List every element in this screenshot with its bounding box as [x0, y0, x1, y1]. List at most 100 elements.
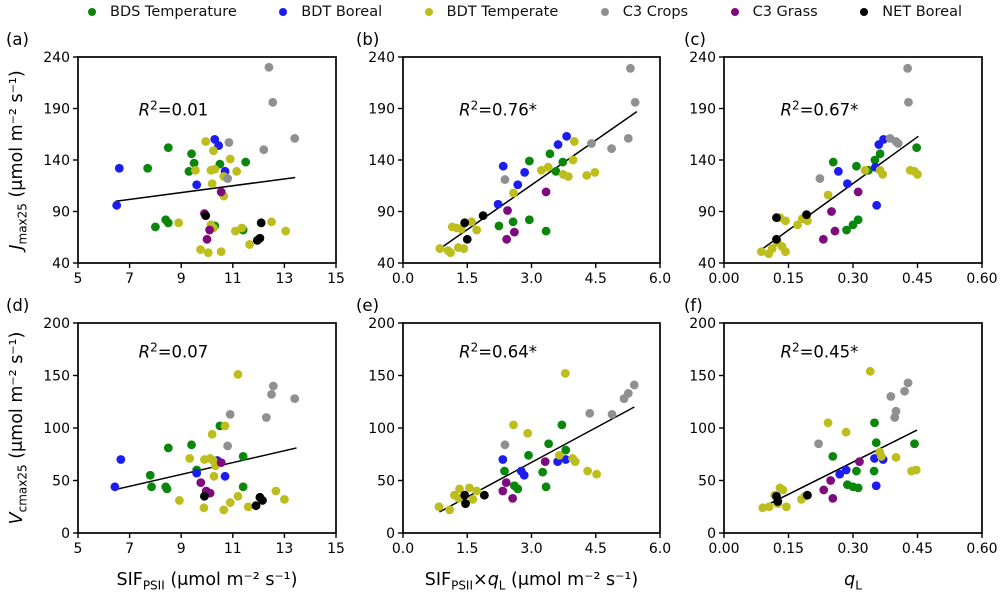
data-point — [767, 244, 777, 253]
data-point — [828, 157, 838, 167]
y-tick-label: 140 — [368, 153, 395, 169]
y-tick-label: 140 — [689, 153, 716, 169]
x-tick-label: 0.60 — [966, 541, 997, 557]
data-point — [563, 172, 573, 181]
data-point — [560, 369, 570, 378]
x-tick-label: 0.15 — [773, 541, 804, 557]
data-point — [911, 465, 921, 475]
data-point — [607, 409, 617, 419]
data-point — [258, 496, 267, 505]
data-point — [280, 495, 289, 504]
data-point — [281, 226, 291, 236]
x-axis-title: SIFPSII×qL (μmol m⁻² s⁻¹) — [425, 570, 639, 593]
data-point — [261, 413, 271, 422]
data-point — [764, 502, 774, 512]
data-point — [558, 157, 568, 167]
data-point — [145, 470, 155, 480]
data-point — [903, 63, 913, 73]
data-point — [781, 502, 791, 512]
legend-item-c3-crops: C3 Crops — [600, 4, 688, 20]
legend-item-label: BDT Temperate — [446, 4, 559, 20]
y-tick-label: 90 — [377, 205, 395, 221]
data-point — [200, 491, 209, 501]
data-point — [232, 166, 242, 176]
x-tick-label: 1.5 — [456, 541, 478, 557]
data-point — [479, 490, 489, 500]
data-point — [460, 490, 470, 500]
data-point — [592, 469, 602, 479]
y-tick-label: 40 — [377, 256, 395, 272]
bdt-temperate-marker-icon — [424, 8, 433, 16]
data-point — [267, 390, 276, 399]
data-point — [875, 149, 885, 159]
data-point — [890, 413, 900, 422]
data-point — [196, 245, 205, 255]
data-point — [828, 451, 838, 461]
regression-line — [761, 429, 918, 509]
bds-temperature-marker-icon — [88, 8, 96, 16]
x-tick-label: 7 — [125, 541, 134, 557]
data-point — [460, 218, 470, 228]
data-point — [828, 493, 838, 503]
y-tick-label: 200 — [689, 316, 716, 332]
data-point — [163, 443, 173, 453]
data-point — [220, 421, 230, 431]
data-point — [467, 217, 476, 227]
data-point — [500, 466, 509, 476]
data-point — [237, 223, 247, 233]
data-point — [478, 211, 488, 221]
net-boreal-marker-icon — [860, 8, 869, 16]
axes-frame — [723, 56, 983, 264]
data-point — [455, 484, 464, 494]
data-point — [225, 498, 235, 507]
data-point — [757, 247, 766, 257]
data-point — [216, 187, 226, 197]
data-point — [541, 482, 551, 492]
data-point — [543, 162, 553, 172]
x-tick-label: 13 — [275, 271, 293, 287]
data-point — [557, 420, 567, 430]
data-point — [803, 490, 812, 500]
data-point — [630, 97, 640, 107]
data-point — [536, 165, 546, 175]
data-point — [524, 450, 533, 460]
y-tick-label: 150 — [43, 369, 70, 385]
panel-c: 0.00 0.15 0.30 0.45 0.60 40 90 140 190 240 R2=0.67… — [684, 30, 998, 287]
data-point — [870, 155, 880, 165]
x-tick-label: 13 — [275, 541, 293, 557]
data-point — [540, 457, 550, 466]
y-tick-label: 190 — [689, 102, 716, 118]
data-point — [814, 439, 823, 449]
data-point — [223, 174, 233, 183]
data-point — [852, 466, 861, 476]
x-tick-label: 3.0 — [520, 271, 542, 287]
data-point — [209, 471, 219, 481]
x-tick-label: 0.15 — [773, 271, 804, 287]
data-point — [878, 170, 888, 179]
data-point — [626, 63, 635, 73]
data-point — [904, 97, 913, 107]
y-tick-label: 0 — [61, 526, 70, 542]
legend-item-label: BDS Temperature — [110, 4, 237, 20]
data-point — [498, 486, 508, 496]
x-tick-label: 0.45 — [902, 541, 933, 557]
data-point — [623, 133, 633, 143]
data-point — [184, 166, 194, 176]
data-point — [891, 453, 901, 462]
x-tick-label: 0.30 — [837, 271, 868, 287]
data-point — [815, 174, 825, 183]
data-point — [264, 62, 274, 72]
legend-item-net-boreal: NET Boreal — [860, 4, 962, 20]
data-point — [271, 486, 281, 496]
data-point — [199, 503, 209, 513]
bdt-boreal-marker-icon — [279, 8, 288, 16]
data-point — [163, 143, 173, 153]
data-point — [570, 457, 580, 466]
y-tick-label: 90 — [698, 205, 716, 221]
x-tick-label: 0.30 — [837, 541, 868, 557]
data-point — [855, 457, 864, 466]
x-tick-label: 11 — [224, 271, 242, 287]
data-point — [151, 222, 160, 232]
